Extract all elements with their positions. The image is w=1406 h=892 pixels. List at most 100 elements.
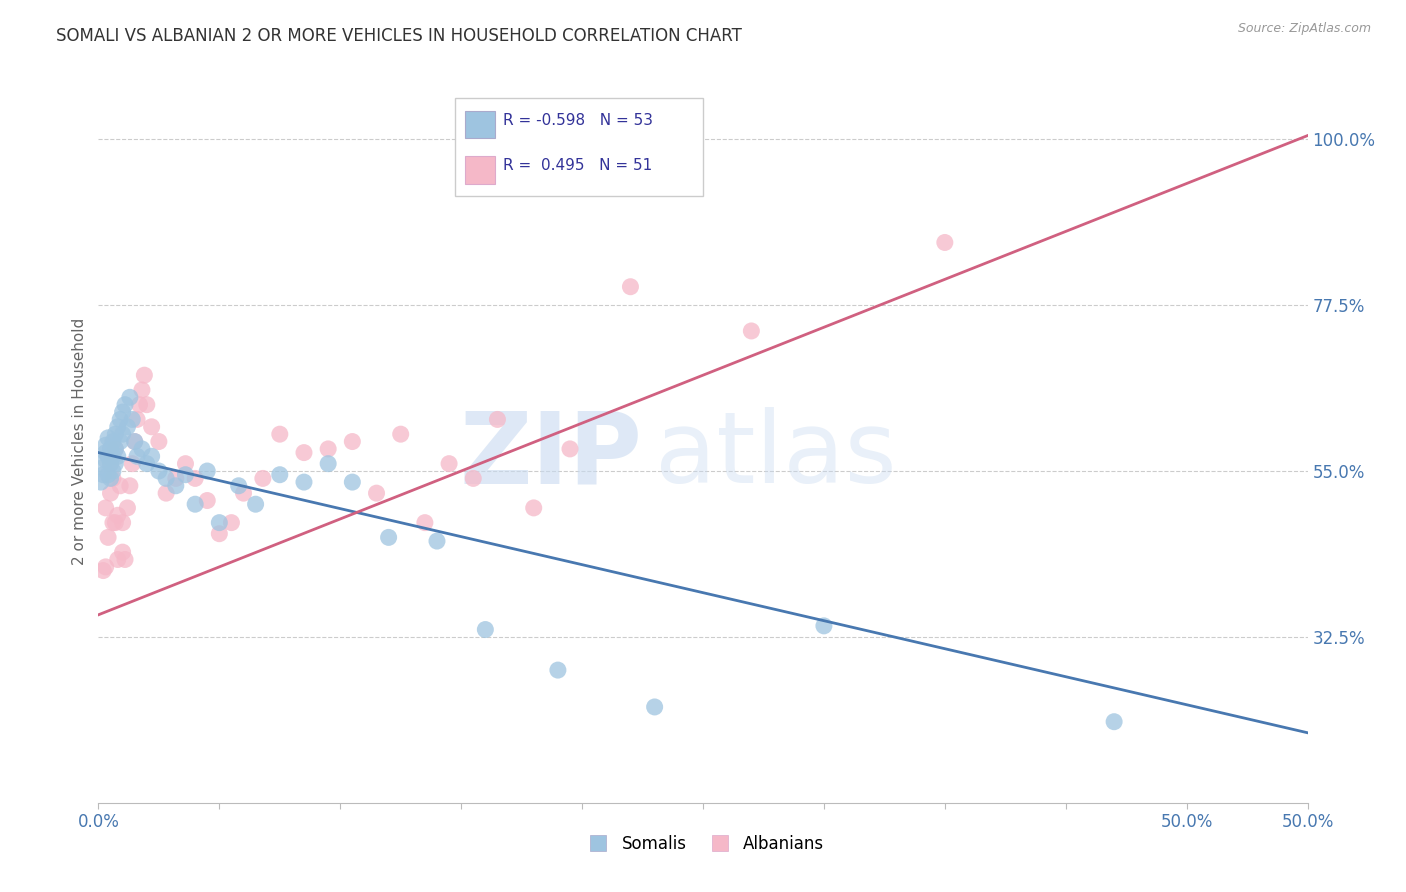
Point	[316, 442, 339, 456]
Point	[107, 450, 129, 464]
Point	[114, 552, 136, 566]
Point	[134, 368, 156, 383]
Point	[208, 526, 231, 541]
FancyBboxPatch shape	[456, 98, 703, 196]
Point	[117, 500, 139, 515]
Point	[100, 457, 122, 471]
Point	[94, 445, 117, 459]
Point	[221, 516, 243, 530]
Point	[111, 545, 134, 559]
Point	[108, 479, 131, 493]
Point	[1102, 714, 1125, 729]
Point	[94, 560, 117, 574]
Point	[108, 412, 131, 426]
Point	[165, 479, 187, 493]
Point	[292, 475, 315, 489]
Point	[127, 412, 149, 426]
Point	[437, 457, 460, 471]
Point	[97, 530, 120, 544]
Point	[135, 457, 157, 471]
Point	[101, 464, 124, 478]
Point	[195, 464, 218, 478]
Y-axis label: 2 or more Vehicles in Household: 2 or more Vehicles in Household	[72, 318, 87, 566]
Point	[100, 442, 122, 456]
Point	[342, 475, 364, 489]
Point	[174, 457, 197, 471]
Point	[208, 516, 231, 530]
Point	[104, 457, 127, 471]
Point	[91, 460, 114, 475]
Point	[174, 467, 197, 482]
Point	[108, 434, 131, 449]
Point	[114, 398, 136, 412]
Point	[100, 471, 122, 485]
Text: atlas: atlas	[655, 408, 896, 505]
Point	[107, 552, 129, 566]
Point	[228, 479, 250, 493]
Point	[195, 493, 218, 508]
Text: Source: ZipAtlas.com: Source: ZipAtlas.com	[1237, 22, 1371, 36]
Point	[94, 438, 117, 452]
Point	[111, 405, 134, 419]
Point	[184, 497, 207, 511]
Point	[547, 663, 569, 677]
Point	[619, 279, 641, 293]
Point	[558, 442, 581, 456]
Point	[117, 419, 139, 434]
Point	[90, 475, 112, 489]
Point	[934, 235, 956, 250]
Point	[101, 434, 124, 449]
Point	[141, 450, 163, 464]
Point	[413, 516, 436, 530]
Point	[252, 471, 274, 485]
Point	[463, 471, 485, 485]
Point	[474, 623, 496, 637]
Point	[366, 486, 388, 500]
Point	[141, 419, 163, 434]
Point	[101, 471, 124, 485]
Point	[245, 497, 267, 511]
Point	[100, 486, 122, 500]
Point	[107, 419, 129, 434]
Point	[94, 453, 117, 467]
Point	[813, 619, 835, 633]
Point	[104, 442, 127, 456]
Point	[389, 427, 412, 442]
Point	[128, 398, 150, 412]
Point	[269, 427, 291, 442]
Point	[118, 479, 141, 493]
Point	[644, 700, 666, 714]
Point	[342, 434, 364, 449]
Point	[101, 450, 124, 464]
Point	[740, 324, 762, 338]
Point	[97, 450, 120, 464]
Point	[155, 471, 177, 485]
Text: ZIP: ZIP	[460, 408, 643, 505]
Point	[118, 390, 141, 404]
Point	[155, 486, 177, 500]
Point	[148, 464, 170, 478]
Point	[91, 564, 114, 578]
Point	[121, 412, 143, 426]
Point	[104, 427, 127, 442]
Point	[131, 442, 153, 456]
Point	[184, 471, 207, 485]
Point	[165, 471, 187, 485]
Point	[127, 450, 149, 464]
Point	[232, 486, 254, 500]
FancyBboxPatch shape	[465, 111, 495, 138]
Point	[91, 467, 114, 482]
Point	[523, 500, 546, 515]
Point	[426, 534, 449, 549]
FancyBboxPatch shape	[465, 156, 495, 184]
Point	[292, 445, 315, 459]
Point	[377, 530, 399, 544]
Point	[111, 427, 134, 442]
Point	[104, 516, 127, 530]
Point	[104, 442, 127, 456]
Point	[135, 398, 157, 412]
Text: R =  0.495   N = 51: R = 0.495 N = 51	[503, 158, 652, 173]
Point	[124, 434, 146, 449]
Point	[316, 457, 339, 471]
Point	[269, 467, 291, 482]
